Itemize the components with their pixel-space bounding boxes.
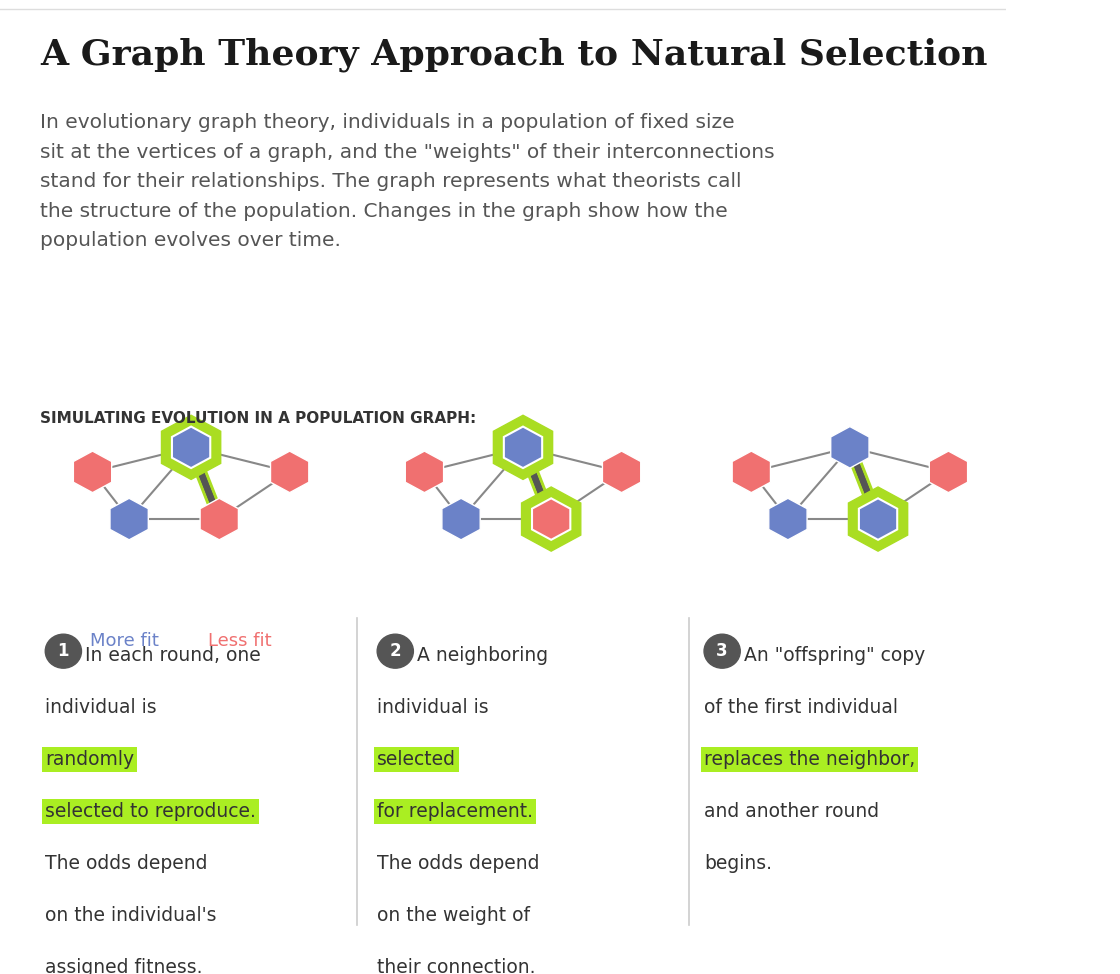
Text: begins.: begins. [704,854,772,873]
Polygon shape [532,499,570,540]
Polygon shape [271,451,309,493]
Text: A Graph Theory Approach to Natural Selection: A Graph Theory Approach to Natural Selec… [40,38,988,72]
Text: An "offspring" copy: An "offspring" copy [745,647,925,665]
Text: for replacement.: for replacement. [377,803,533,821]
Text: on the individual's: on the individual's [45,906,217,925]
Text: assigned fitness.: assigned fitness. [45,957,203,974]
Text: selected to reproduce.: selected to reproduce. [45,803,256,821]
Text: 3: 3 [717,642,728,660]
Polygon shape [161,415,221,479]
Polygon shape [200,499,239,540]
Text: their connection.: their connection. [377,957,535,974]
Text: randomly: randomly [45,750,134,769]
Text: A neighboring: A neighboring [418,647,549,665]
Circle shape [704,634,740,668]
Polygon shape [859,499,897,540]
Polygon shape [732,451,771,493]
Polygon shape [522,487,581,551]
Text: on the weight of: on the weight of [377,906,530,925]
Polygon shape [930,451,968,493]
Circle shape [377,634,413,668]
Polygon shape [74,451,112,493]
Polygon shape [110,499,148,540]
Polygon shape [442,499,480,540]
Text: individual is: individual is [377,698,495,718]
Text: More fit: More fit [90,632,159,651]
Text: 1: 1 [57,642,69,660]
Text: In evolutionary graph theory, individuals in a population of fixed size
sit at t: In evolutionary graph theory, individual… [40,113,775,250]
Polygon shape [849,487,907,551]
Text: replaces the neighbor,: replaces the neighbor, [704,750,915,769]
Polygon shape [768,499,808,540]
Text: of the first individual: of the first individual [704,698,898,718]
Polygon shape [831,427,869,468]
Text: The odds depend: The odds depend [377,854,540,873]
Polygon shape [405,451,444,493]
Polygon shape [494,415,552,479]
Text: 2: 2 [390,642,401,660]
Text: and another round: and another round [704,803,879,821]
Text: Less fit: Less fit [207,632,271,651]
Text: individual is: individual is [45,698,162,718]
Text: In each round, one: In each round, one [85,647,261,665]
Text: SIMULATING EVOLUTION IN A POPULATION GRAPH:: SIMULATING EVOLUTION IN A POPULATION GRA… [40,410,476,426]
Text: The odds depend: The odds depend [45,854,208,873]
Circle shape [45,634,82,668]
Text: selected: selected [377,750,456,769]
Polygon shape [603,451,641,493]
Polygon shape [172,427,211,468]
Polygon shape [504,427,542,468]
